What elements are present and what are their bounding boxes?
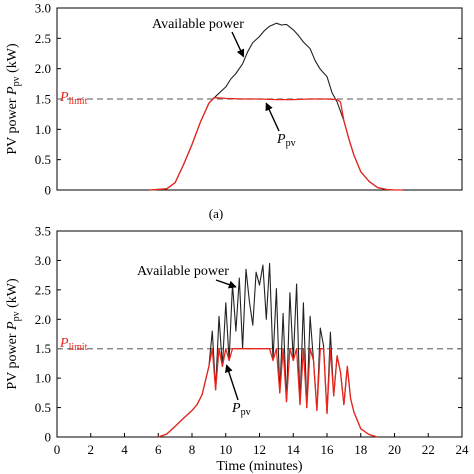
series-ppv-line: [149, 97, 403, 191]
y-axis-label-symbol: P: [5, 86, 20, 96]
chart-panel-a: 00.51.01.52.02.53.0PV power Ppv (kW)Plim…: [5, 1, 463, 221]
y-tick-label: 1.0: [35, 122, 51, 137]
y-axis-label-unit: (kW): [5, 278, 20, 311]
y-tick-label: 1.0: [35, 371, 51, 386]
x-tick-label: 16: [321, 442, 335, 457]
chart-panel-b: 00.51.01.52.02.53.03.50 2 4 6 8 10 12 14 16 18 20 2…: [5, 224, 469, 474]
y-tick-label: 1.5: [35, 341, 51, 356]
annotation-ppv-symbol: P: [276, 132, 286, 147]
y-tick-label: 2.5: [35, 31, 51, 46]
annotation-available-power: Available power: [137, 264, 229, 279]
series-ppv-line: [158, 348, 378, 438]
x-axis-label: Time (minutes): [216, 459, 303, 474]
x-tick-label: 18: [354, 442, 367, 457]
annotation-ppv-arrow: [265, 102, 280, 132]
y-tick-label: 0: [45, 183, 52, 198]
x-tick-label: 4: [121, 442, 128, 457]
x-tick-label: 22: [422, 442, 435, 457]
y-axis-label-subscript: pv: [11, 311, 22, 321]
y-tick-label: 0: [45, 430, 52, 445]
x-tick-label: 8: [189, 442, 196, 457]
plimit-label-symbol: P: [59, 90, 69, 105]
plimit-label-symbol: P: [59, 336, 69, 351]
annotation-ppv: Ppv: [276, 132, 296, 149]
annotation-ppv-subscript: pv: [241, 407, 251, 418]
x-tick-label: 20: [388, 442, 401, 457]
plimit-label: Plimit: [59, 90, 88, 107]
annotation-available-power: Available power: [152, 17, 244, 32]
plimit-label-subscript: limit: [69, 342, 88, 353]
x-tick-label: 24: [456, 442, 470, 457]
series-available-line: [149, 22, 403, 191]
annotation-ppv-arrow: [224, 364, 239, 401]
y-axis-label-text: PV power: [5, 330, 20, 390]
annotation-available-arrow: [231, 31, 245, 58]
x-tick-label: 14: [287, 442, 301, 457]
panel-label: (a): [209, 206, 223, 221]
y-axis-label: PV power Ppv (kW): [5, 43, 22, 155]
y-axis-label-symbol: P: [5, 321, 20, 331]
y-axis-label-unit: (kW): [5, 43, 20, 76]
x-tick-label: 0: [54, 442, 61, 457]
y-axis-label-text: PV power: [5, 95, 20, 155]
plot-frame: [56, 230, 463, 438]
y-tick-label: 3.5: [35, 224, 51, 239]
y-tick-label: 1.5: [35, 92, 51, 107]
y-tick-label: 3.0: [35, 1, 51, 16]
plimit-label: Plimit: [59, 336, 88, 353]
y-tick-label: 2.0: [35, 312, 51, 327]
x-tick-label: 12: [253, 442, 266, 457]
plimit-label-subscript: limit: [69, 96, 88, 107]
annotation-ppv-symbol: P: [231, 401, 241, 416]
x-tick-label: 6: [155, 442, 162, 457]
y-tick-label: 2.5: [35, 282, 51, 297]
y-tick-label: 0.5: [35, 152, 51, 167]
y-axis-label: PV power Ppv (kW): [5, 278, 22, 390]
y-tick-label: 2.0: [35, 61, 51, 76]
annotation-available-arrow: [215, 279, 237, 289]
annotation-ppv: Ppv: [231, 401, 251, 418]
y-tick-label: 0.5: [35, 400, 51, 415]
y-tick-label: 3.0: [35, 253, 51, 268]
annotation-ppv-subscript: pv: [286, 138, 296, 149]
y-axis-label-subscript: pv: [11, 76, 22, 86]
x-tick-label: 2: [88, 442, 95, 457]
x-tick-label: 10: [219, 442, 232, 457]
